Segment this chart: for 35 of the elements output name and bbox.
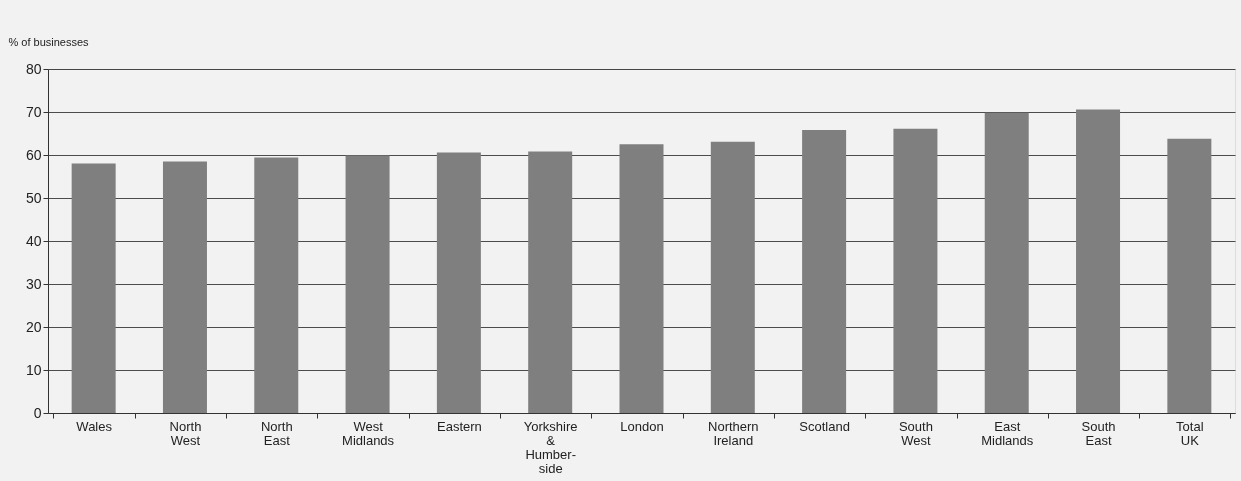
y-axis-title: % of businesses <box>8 35 90 48</box>
bar <box>1076 109 1121 413</box>
y-tick-label: 50 <box>25 189 42 206</box>
x-tick-label: South East <box>1081 418 1116 448</box>
bar <box>71 163 116 413</box>
bar <box>528 151 573 413</box>
x-tick-label: South West <box>898 418 933 448</box>
x-tick-label: Total UK <box>1176 418 1204 448</box>
bar <box>984 112 1029 413</box>
bar <box>710 141 755 413</box>
bar <box>345 155 390 413</box>
x-tick-label: Wales <box>76 418 113 434</box>
x-tick-label: Yorkshire & Humber-side <box>523 418 578 476</box>
y-tick-label: 40 <box>25 232 42 249</box>
x-tick-label: London <box>620 418 664 434</box>
y-tick-label: 70 <box>25 103 42 120</box>
y-tick-label: 10 <box>25 361 42 378</box>
y-tick-label: 0 <box>33 404 42 421</box>
bar <box>893 128 938 413</box>
x-tick-label: Northern Ireland <box>708 418 759 448</box>
bar <box>162 161 207 413</box>
bar <box>254 157 299 413</box>
x-tick-label: East Midlands <box>981 418 1034 448</box>
y-tick-label: 80 <box>25 60 42 77</box>
y-tick-label: 30 <box>25 275 42 292</box>
x-tick-label: Eastern <box>436 418 482 434</box>
x-tick-label: North West <box>169 418 202 448</box>
y-tick-label: 20 <box>25 318 42 335</box>
bar <box>802 130 847 413</box>
x-tick-label: North East <box>260 418 293 448</box>
bar <box>619 144 664 413</box>
x-tick-label: West Midlands <box>342 418 395 448</box>
bar <box>436 152 481 413</box>
x-tick-label: Scotland <box>799 418 850 434</box>
y-tick-label: 60 <box>25 146 42 163</box>
